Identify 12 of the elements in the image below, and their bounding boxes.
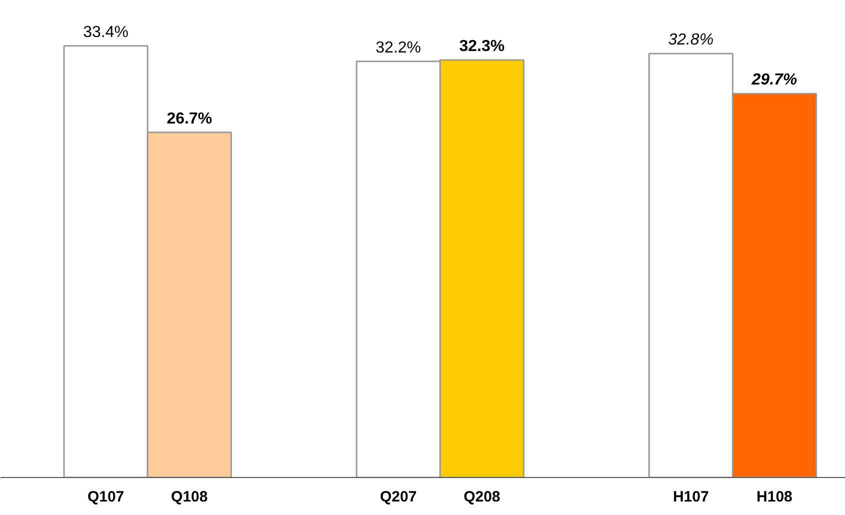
x-tick-label: H108	[756, 488, 792, 506]
data-label: 32.2%	[376, 39, 422, 56]
x-tick-label: Q108	[171, 488, 208, 506]
data-label: 26.7%	[166, 110, 212, 128]
x-tick-label: Q208	[464, 488, 500, 506]
x-tick-label: Q207	[380, 488, 417, 506]
data-label: 32.3%	[459, 38, 505, 56]
data-label: 29.7%	[750, 72, 798, 89]
data-label: 32.8%	[668, 32, 714, 49]
data-label: 33.4%	[83, 24, 129, 41]
x-tick-label: H107	[672, 488, 709, 506]
x-tick-label: Q107	[87, 488, 124, 506]
